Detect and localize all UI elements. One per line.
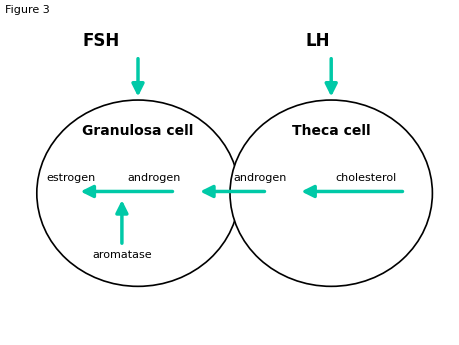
Text: androgen: androgen xyxy=(127,173,180,183)
Text: aromatase: aromatase xyxy=(92,250,151,260)
Text: estrogen: estrogen xyxy=(46,173,96,183)
Text: Theca cell: Theca cell xyxy=(291,124,369,138)
Text: LH: LH xyxy=(304,32,329,50)
Text: Figure 3: Figure 3 xyxy=(5,5,49,15)
Text: Granulosa cell: Granulosa cell xyxy=(82,124,193,138)
Text: FSH: FSH xyxy=(83,32,119,50)
Ellipse shape xyxy=(37,100,239,286)
Text: cholesterol: cholesterol xyxy=(334,173,396,183)
Ellipse shape xyxy=(230,100,431,286)
Text: androgen: androgen xyxy=(233,173,286,183)
